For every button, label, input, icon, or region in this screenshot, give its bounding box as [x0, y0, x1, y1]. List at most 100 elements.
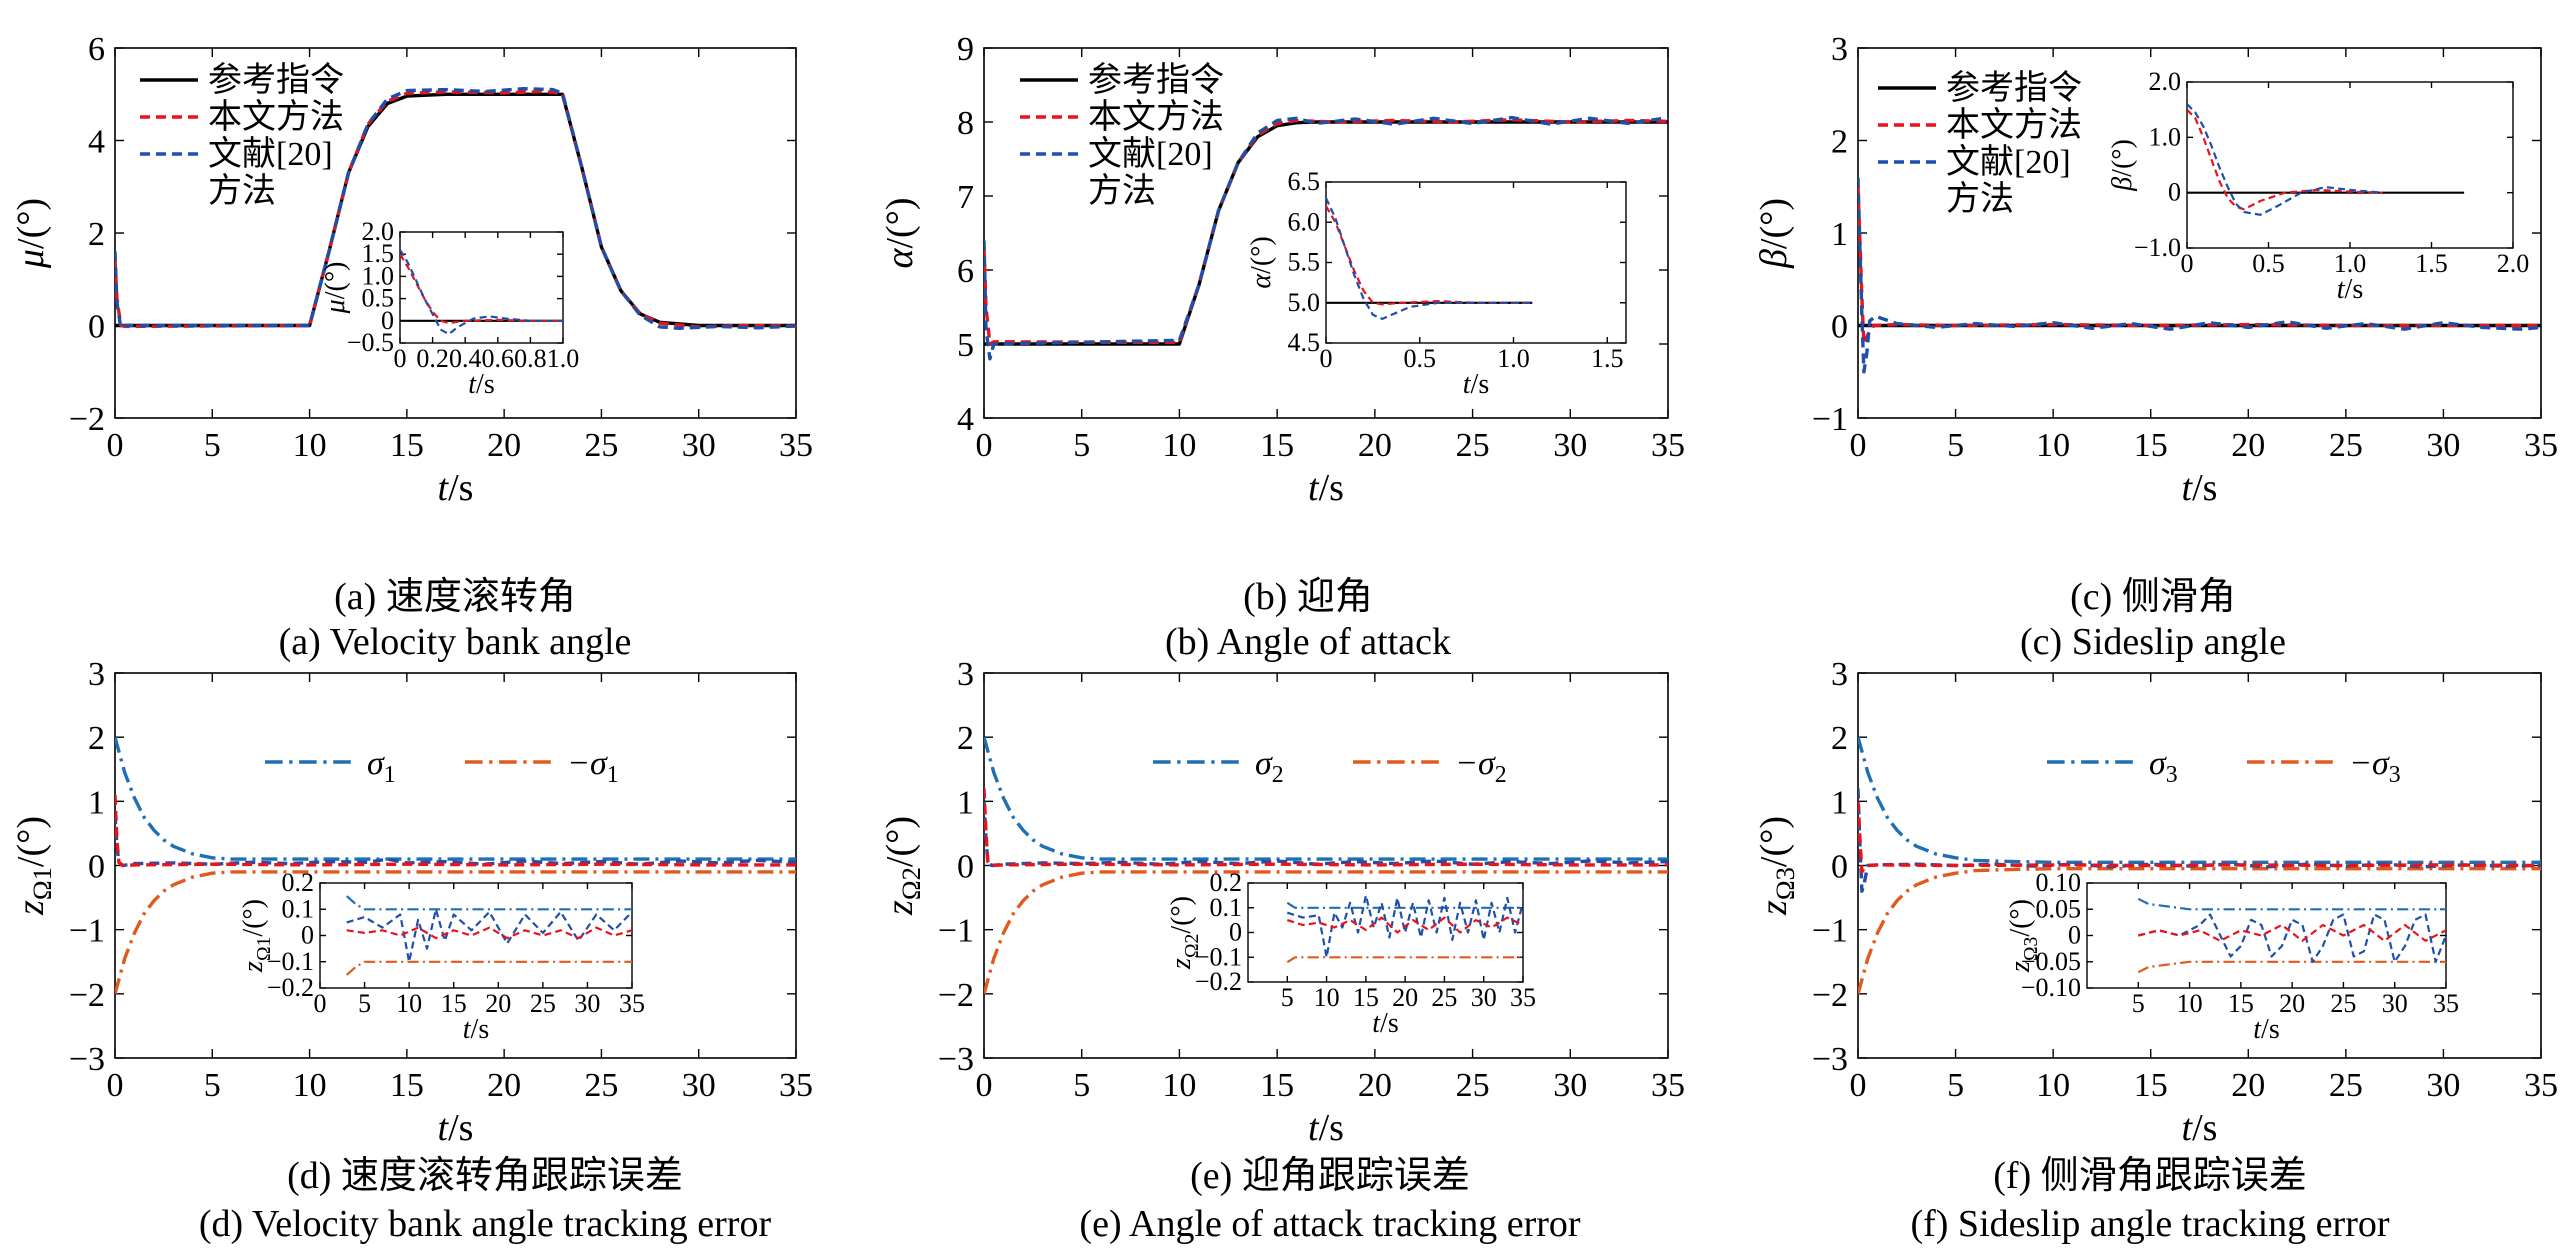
y-tick-label: 0 — [381, 306, 394, 335]
y-tick-label: 1 — [957, 784, 974, 821]
series-line — [115, 814, 796, 868]
series-line-σ3 — [2137, 897, 2446, 911]
panel-e-caption-cn: (e) 迎角跟踪误差 — [1190, 1155, 1470, 1197]
legend-label: 本文方法 — [1088, 98, 1224, 136]
x-tick-label: 10 — [293, 427, 327, 464]
y-tick-label: 0 — [1831, 309, 1848, 346]
legend-label: σ2 — [1255, 745, 1284, 788]
inset-y-axis-label: α/(°) — [1246, 236, 1277, 288]
panel-a: 0 5 10 15 20 25 30 35−20246t/sμ/(°)参考指令本文方法文献[2… — [10, 31, 813, 663]
series-line-文献[20]方法 — [400, 249, 563, 336]
x-tick-label: 20 — [1392, 983, 1418, 1012]
series-line — [115, 794, 796, 868]
y-tick-label: 2 — [88, 216, 105, 253]
inset-y-axis-label: zΩ2/(°) — [1166, 896, 1203, 970]
x-tick-label: 20 — [2231, 427, 2265, 464]
panel-d-caption-cn: (d) 速度滚转角跟踪误差 — [287, 1155, 683, 1197]
x-tick-label: 10 — [2036, 427, 2070, 464]
x-axis-label: t/s — [2182, 1107, 2218, 1149]
y-tick-label: 0 — [88, 309, 105, 346]
x-tick-label: 35 — [2433, 989, 2459, 1018]
y-tick-label: 4 — [957, 401, 974, 438]
y-tick-label: −0.2 — [267, 973, 314, 1002]
x-tick-label: 5 — [1073, 1067, 1090, 1104]
y-tick-label: −2 — [69, 977, 105, 1014]
series-line-−σ3 — [2137, 960, 2446, 974]
y-axis-label: β/(°) — [1753, 198, 1795, 269]
x-tick-label: 0 — [1850, 427, 1867, 464]
series-line-−σ2 — [984, 870, 1668, 995]
legend-label: 文献[20] — [1946, 143, 2071, 181]
y-tick-label: 9 — [957, 31, 974, 68]
inset-frame — [2186, 81, 2514, 249]
x-axis-label: t/s — [2182, 467, 2218, 509]
y-tick-label: −0.1 — [267, 947, 314, 976]
series-line — [346, 926, 632, 940]
y-tick-label: 1 — [1831, 784, 1848, 821]
series-line — [1286, 916, 1523, 934]
y-tick-label: 8 — [957, 105, 974, 142]
y-tick-label: −1.0 — [2134, 233, 2181, 262]
y-axis-label: zΩ1/(°) — [10, 816, 57, 916]
x-tick-label: 10 — [293, 1067, 327, 1104]
series-line — [1858, 788, 2541, 893]
legend-label: 方法 — [208, 172, 276, 210]
y-tick-label: −3 — [69, 1041, 105, 1078]
x-tick-label: 30 — [2382, 989, 2408, 1018]
y-tick-label: 0 — [957, 849, 974, 886]
series-line-−σ3 — [1858, 867, 2541, 995]
legend-label: −σ2 — [1455, 745, 1507, 788]
y-tick-label: −1 — [1812, 913, 1848, 950]
y-tick-label: 1 — [1831, 216, 1848, 253]
y-tick-label: −0.5 — [347, 328, 394, 357]
inset-y-axis-label: zΩ1/(°) — [238, 899, 275, 973]
x-tick-label: 1.0 — [547, 344, 580, 373]
y-tick-label: 6.5 — [1288, 167, 1321, 196]
y-tick-label: 1.0 — [2149, 122, 2182, 151]
y-tick-label: 5 — [957, 327, 974, 364]
y-tick-label: 4.5 — [1288, 328, 1321, 357]
x-tick-label: 30 — [1553, 1067, 1587, 1104]
series-line-σ1 — [115, 736, 796, 861]
panel-b-plot: 0 5 10 15 20 25 30 35 4 5 6 7 8 9 t/s α/(°) 参考指令本文方法文献[2… — [879, 31, 1685, 509]
y-tick-label: −0.05 — [2021, 947, 2081, 976]
inset-frame — [1325, 181, 1627, 344]
y-tick-label: 0.1 — [1210, 893, 1243, 922]
y-tick-label: −2 — [69, 401, 105, 438]
y-tick-label: 1.5 — [362, 239, 395, 268]
series-line-文献[20]方法 — [1326, 197, 1533, 320]
inset-frame — [2086, 882, 2447, 989]
series-line-本文方法 — [1326, 205, 1533, 306]
y-tick-label: 2.0 — [2149, 67, 2182, 96]
y-tick-label: 0 — [2068, 921, 2081, 950]
series-line-本文方法 — [984, 118, 1668, 346]
x-tick-label: 25 — [530, 989, 556, 1018]
series-line-−σ1 — [345, 960, 632, 976]
y-tick-label: 0 — [1229, 918, 1242, 947]
y-axis-label: zΩ3/(°) — [1753, 816, 1800, 916]
x-tick-label: 0 — [394, 344, 407, 373]
inset-x-axis-label: t/s — [468, 369, 494, 400]
inset-x-axis-label: t/s — [463, 1014, 489, 1045]
series-line-文献[20]方法 — [2187, 103, 2383, 216]
x-tick-label: 0 — [107, 1067, 124, 1104]
y-tick-label: −0.2 — [1195, 967, 1242, 996]
x-tick-label: 1.0 — [2334, 249, 2367, 278]
panel-c-caption-cn: (c) 侧滑角 — [2070, 576, 2236, 618]
y-tick-label: 0.1 — [282, 894, 315, 923]
series-line-文献[20]方法 — [984, 115, 1668, 361]
y-tick-label: −3 — [938, 1041, 974, 1078]
x-tick-label: 25 — [1431, 983, 1457, 1012]
series-line — [346, 908, 632, 963]
legend-label: 本文方法 — [208, 98, 344, 136]
x-tick-label: 5 — [1073, 427, 1090, 464]
y-tick-label: −1 — [938, 913, 974, 950]
y-tick-label: 0 — [301, 921, 314, 950]
y-axis-label: μ/(°) — [10, 198, 52, 269]
x-tick-label: 0 — [1320, 344, 1333, 373]
x-tick-label: 15 — [2134, 1067, 2168, 1104]
x-tick-label: 35 — [619, 989, 645, 1018]
x-axis-label: t/s — [1308, 1107, 1344, 1149]
series-line-σ2 — [984, 736, 1668, 861]
